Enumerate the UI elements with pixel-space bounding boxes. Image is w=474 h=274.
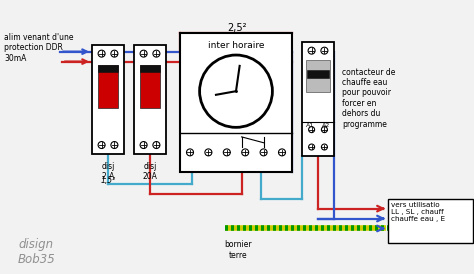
Circle shape xyxy=(186,149,193,156)
Circle shape xyxy=(140,50,147,57)
Circle shape xyxy=(98,142,105,149)
Text: 2,5²: 2,5² xyxy=(227,23,247,33)
Circle shape xyxy=(242,149,249,156)
Text: contacteur de
chauffe eau
pour pouvoir
forcer en
dehors du
programme: contacteur de chauffe eau pour pouvoir f… xyxy=(342,68,395,129)
Circle shape xyxy=(153,142,160,149)
Circle shape xyxy=(321,127,328,133)
Circle shape xyxy=(309,144,315,150)
Circle shape xyxy=(111,142,118,149)
Bar xyxy=(306,60,330,92)
Circle shape xyxy=(321,144,328,150)
Bar xyxy=(180,33,292,172)
Bar xyxy=(92,45,124,154)
Circle shape xyxy=(260,149,267,156)
Bar xyxy=(140,65,160,72)
Bar xyxy=(99,65,118,108)
Text: 1,5²: 1,5² xyxy=(100,176,116,185)
Circle shape xyxy=(223,149,230,156)
Text: alim venant d'une
protection DDR
30mA: alim venant d'une protection DDR 30mA xyxy=(4,33,73,62)
Bar xyxy=(388,199,473,243)
Bar xyxy=(99,65,118,72)
Text: disign
Bob35: disign Bob35 xyxy=(18,238,56,266)
Bar xyxy=(140,65,160,108)
Text: disj
20A: disj 20A xyxy=(143,162,157,181)
Text: disj
2 A: disj 2 A xyxy=(101,162,115,181)
Circle shape xyxy=(205,149,212,156)
Text: bornier
terre: bornier terre xyxy=(224,240,252,260)
Text: vers utilisatio
LL , SL , chauff
chauffe eau , E: vers utilisatio LL , SL , chauff chauffe… xyxy=(391,202,445,222)
Circle shape xyxy=(98,50,105,57)
Bar xyxy=(307,70,329,78)
Circle shape xyxy=(308,47,315,54)
Text: A2: A2 xyxy=(322,123,330,128)
Circle shape xyxy=(140,142,147,149)
Circle shape xyxy=(153,50,160,57)
Text: A1: A1 xyxy=(306,123,314,128)
Circle shape xyxy=(111,50,118,57)
Circle shape xyxy=(200,55,273,127)
Bar xyxy=(134,45,166,154)
Circle shape xyxy=(279,149,285,156)
Circle shape xyxy=(309,127,315,133)
Circle shape xyxy=(321,47,328,54)
Text: inter horaire: inter horaire xyxy=(208,41,264,50)
Bar xyxy=(302,42,334,156)
